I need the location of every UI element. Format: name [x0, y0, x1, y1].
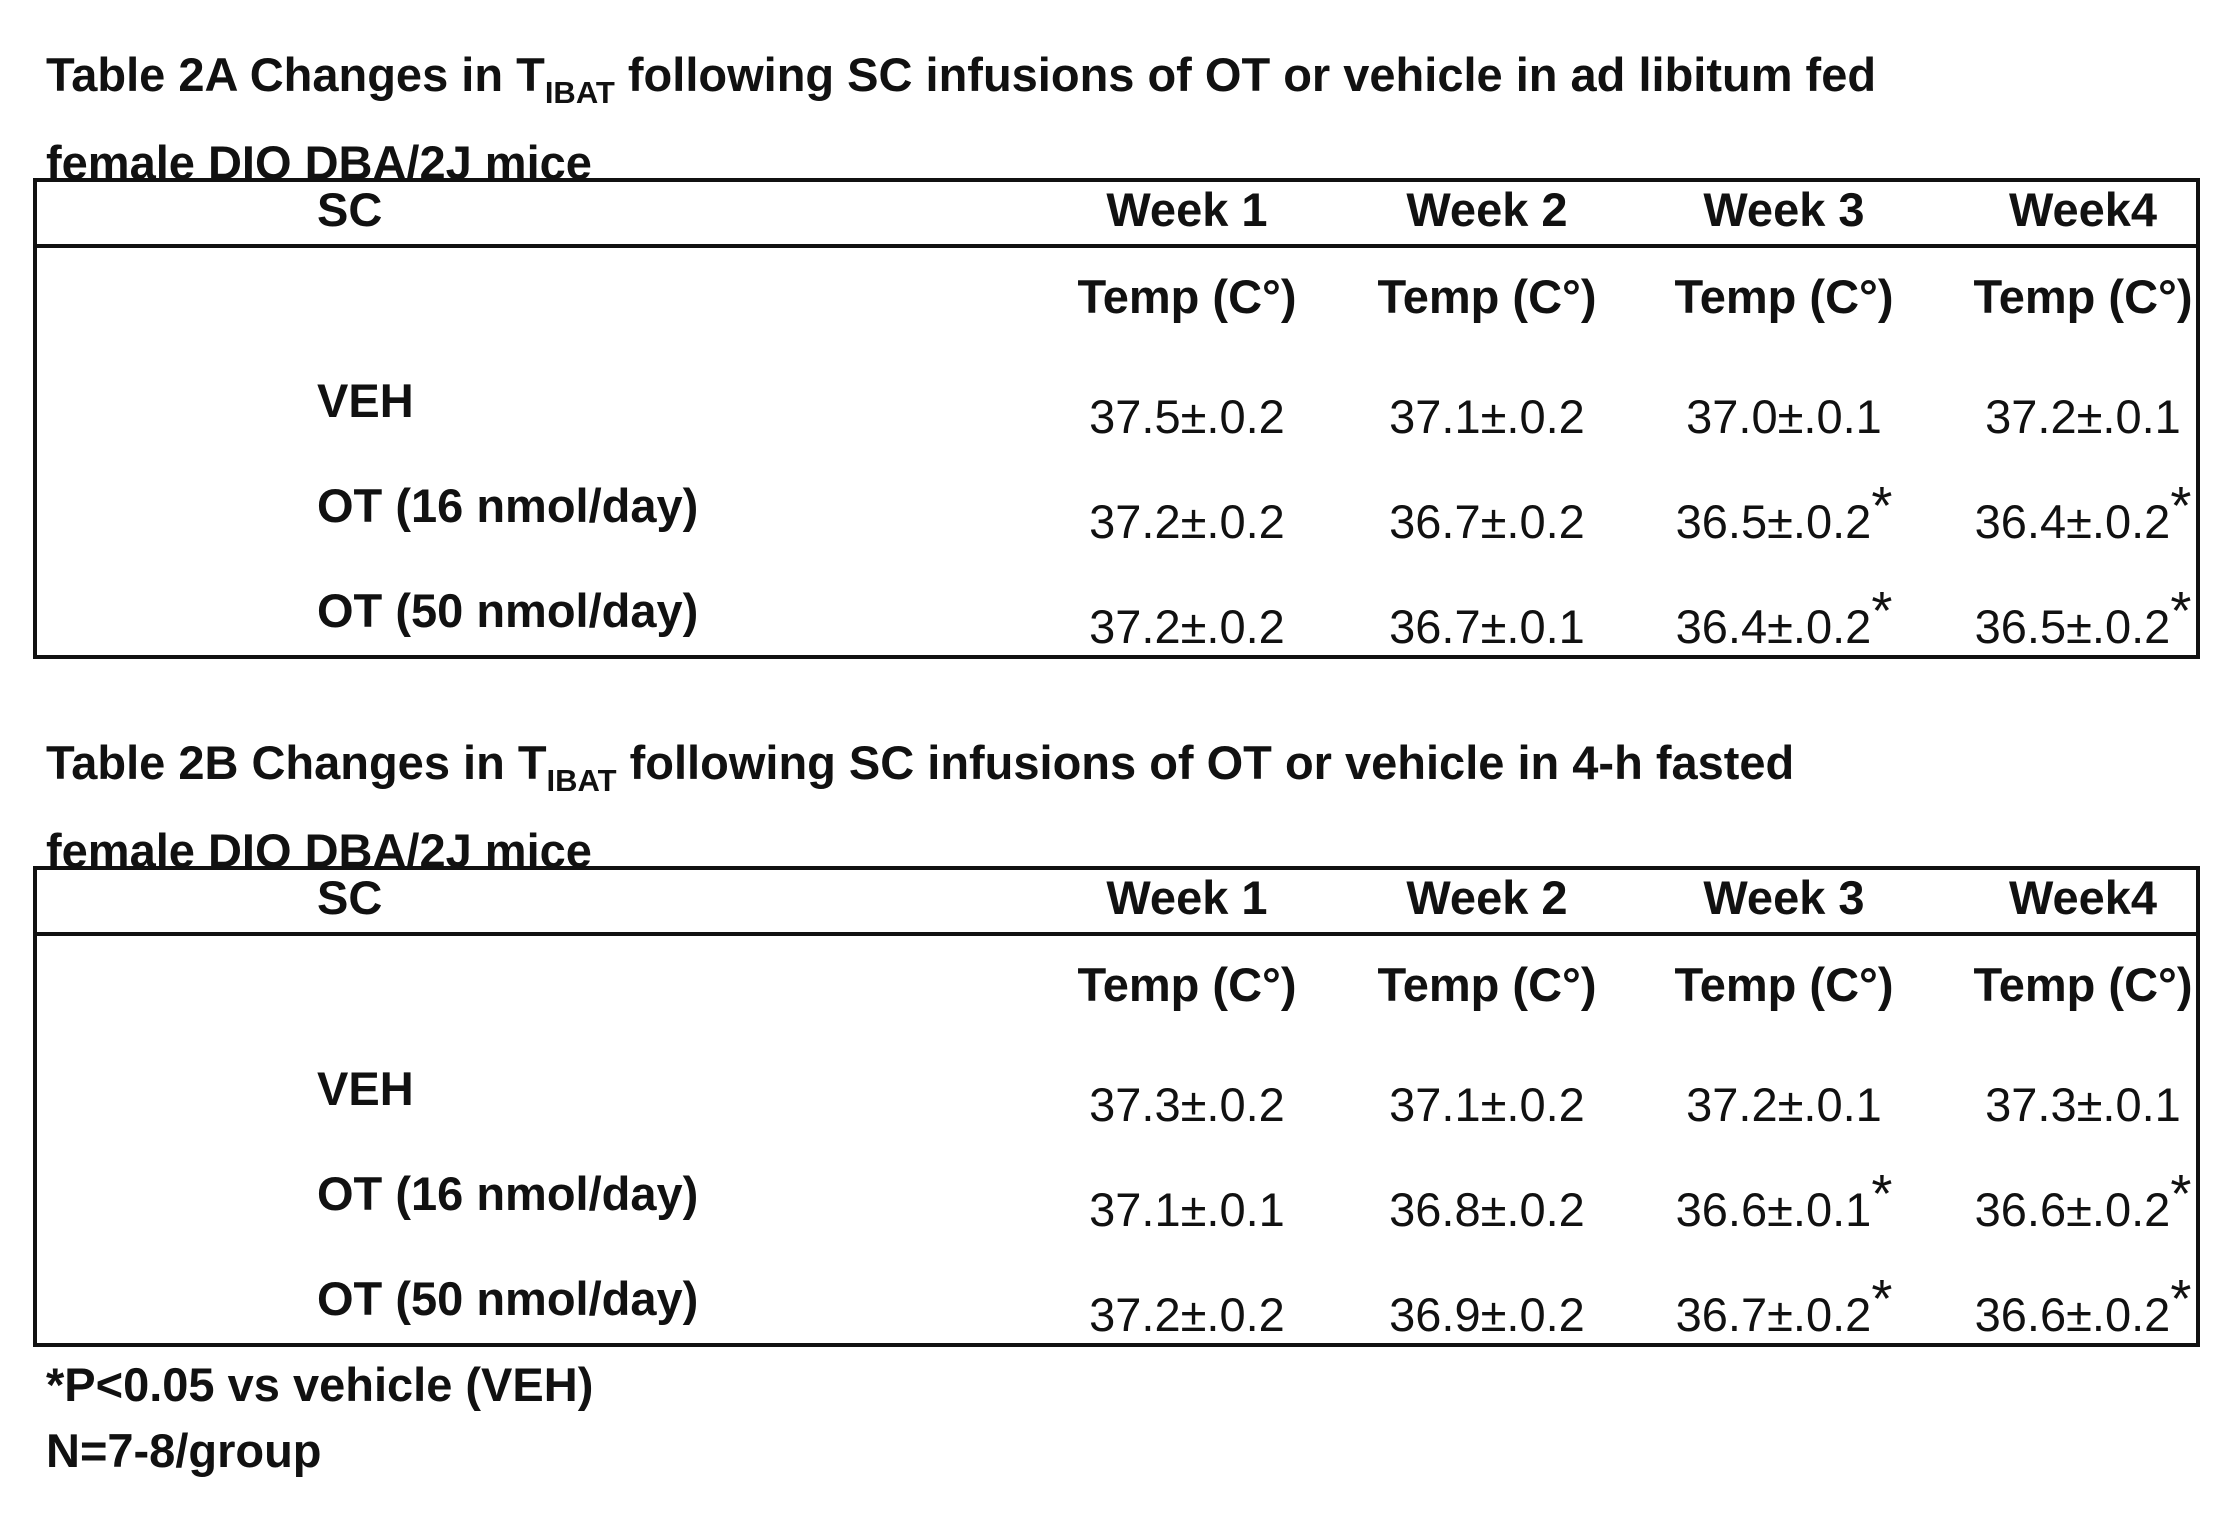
- table-cell: 37.3±.0.2: [1089, 1078, 1285, 1131]
- header-sc-label: SC: [317, 871, 383, 924]
- header-week-1: Week 1: [1106, 183, 1268, 236]
- table-2a-title-prefix: Table 2A Changes in T: [46, 48, 545, 101]
- header-week-1: Week 1: [1106, 871, 1268, 924]
- header-week-2: Week 2: [1406, 871, 1568, 924]
- header-week-3: Week 3: [1703, 871, 1865, 924]
- table-cell: 36.7±.0.1: [1389, 600, 1585, 653]
- table-cell: 37.1±.0.2: [1389, 390, 1585, 443]
- table-cell: 37.3±.0.1: [1985, 1078, 2181, 1131]
- table-2b-title-prefix: Table 2B Changes in T: [46, 736, 547, 789]
- footnote-significance: *P<0.05 vs vehicle (VEH): [46, 1358, 594, 1411]
- significance-star: *: [2170, 1164, 2192, 1224]
- significance-star: *: [1871, 1269, 1893, 1329]
- table-cell: 37.2±.0.2: [1089, 600, 1285, 653]
- table-cell: 36.8±.0.2: [1389, 1183, 1585, 1236]
- table-cell: 36.6±.0.2*: [1974, 1164, 2192, 1236]
- significance-star: *: [1871, 581, 1893, 641]
- table-2a-title-suffix: following SC infusions of OT or vehicle …: [614, 48, 1877, 101]
- row-label: VEH: [317, 1062, 414, 1115]
- row-label: OT (50 nmol/day): [317, 584, 699, 637]
- significance-star: *: [2170, 476, 2192, 536]
- footnote-sample-size: N=7-8/group: [46, 1424, 322, 1477]
- table-cell: 37.2±.0.2: [1089, 1288, 1285, 1341]
- table-cell: 36.9±.0.2: [1389, 1288, 1585, 1341]
- unit-label: Temp (C°): [1377, 270, 1597, 323]
- row-label: OT (16 nmol/day): [317, 1167, 699, 1220]
- table-cell: 36.5±.0.2*: [1974, 581, 2192, 653]
- header-week-4: Week4: [2008, 183, 2158, 236]
- unit-label: Temp (C°): [1377, 958, 1597, 1011]
- header-sc-label: SC: [317, 183, 383, 236]
- significance-star: *: [2170, 1269, 2192, 1329]
- table-2b-title-subscript: IBAT: [546, 763, 617, 798]
- table-cell: 36.6±.0.1*: [1675, 1164, 1893, 1236]
- header-week-2: Week 2: [1406, 183, 1568, 236]
- table-cell: 36.7±.0.2: [1389, 495, 1585, 548]
- significance-star: *: [1871, 1164, 1893, 1224]
- row-label: OT (50 nmol/day): [317, 1272, 699, 1325]
- header-divider: [37, 244, 2196, 248]
- table-cell: 36.7±.0.2*: [1675, 1269, 1893, 1341]
- row-label: OT (16 nmol/day): [317, 479, 699, 532]
- table-cell: 37.5±.0.2: [1089, 390, 1285, 443]
- unit-label: Temp (C°): [1674, 958, 1894, 1011]
- table-2b: SC Week 1 Week 2 Week 3 Week4 Temp (C°) …: [33, 866, 2200, 1347]
- header-divider: [37, 932, 2196, 936]
- table-2a-title-subscript: IBAT: [544, 75, 615, 110]
- row-label: VEH: [317, 374, 414, 427]
- unit-label: Temp (C°): [1973, 270, 2193, 323]
- significance-star: *: [1871, 476, 1893, 536]
- table-cell: 36.6±.0.2*: [1974, 1269, 2192, 1341]
- table-cell: 37.1±.0.2: [1389, 1078, 1585, 1131]
- unit-label: Temp (C°): [1077, 958, 1297, 1011]
- unit-label: Temp (C°): [1674, 270, 1894, 323]
- table-cell: 37.1±.0.1: [1089, 1183, 1285, 1236]
- significance-star: *: [2170, 581, 2192, 641]
- table-2b-title-suffix: following SC infusions of OT or vehicle …: [616, 736, 1795, 789]
- table-cell: 37.2±.0.1: [1985, 390, 2181, 443]
- table-cell: 36.5±.0.2*: [1675, 476, 1893, 548]
- table-2a: SC Week 1 Week 2 Week 3 Week4 Temp (C°) …: [33, 178, 2200, 659]
- table-cell: 36.4±.0.2*: [1974, 476, 2192, 548]
- table-cell: 37.0±.0.1: [1686, 390, 1882, 443]
- table-cell: 36.4±.0.2*: [1675, 581, 1893, 653]
- table-cell: 37.2±.0.2: [1089, 495, 1285, 548]
- header-week-3: Week 3: [1703, 183, 1865, 236]
- table-cell: 37.2±.0.1: [1686, 1078, 1882, 1131]
- unit-label: Temp (C°): [1973, 958, 2193, 1011]
- unit-label: Temp (C°): [1077, 270, 1297, 323]
- header-week-4: Week4: [2008, 871, 2158, 924]
